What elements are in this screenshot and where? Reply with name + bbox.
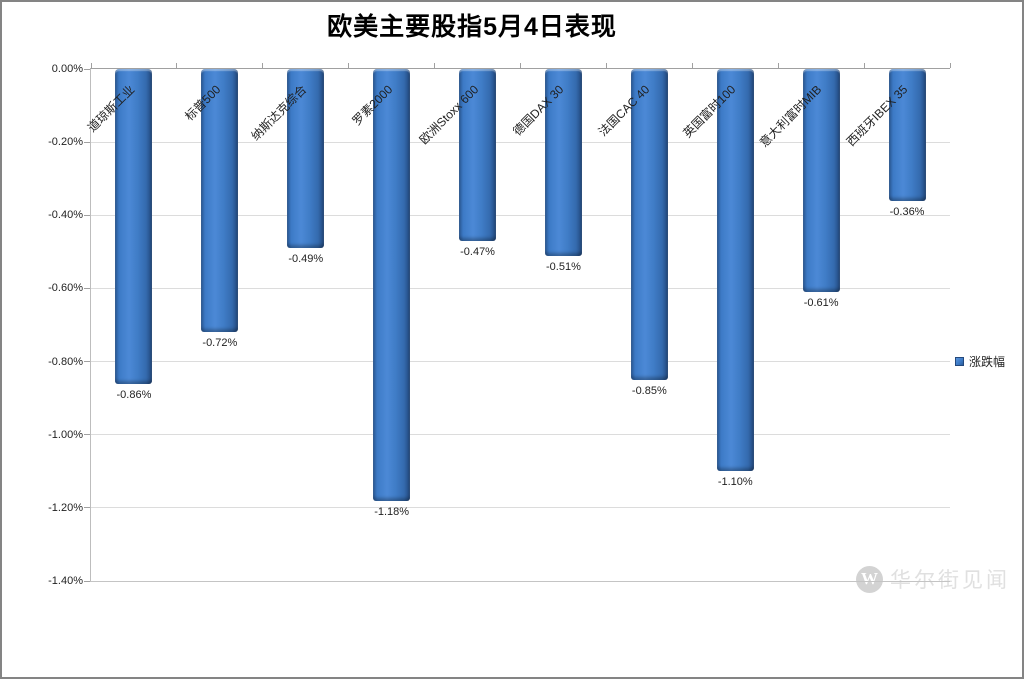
y-axis-tick (84, 68, 90, 70)
bar-value-label: -0.86% (116, 388, 152, 401)
watermark: W 华尔街见闻 (856, 564, 1010, 594)
bar (115, 69, 153, 384)
y-axis-tick-label: 0.00% (51, 63, 83, 75)
x-axis-tick (605, 63, 607, 68)
x-axis-tick (176, 63, 178, 68)
gridline (91, 214, 950, 216)
y-axis-tick (84, 141, 90, 143)
gridline (91, 287, 950, 289)
bar (287, 69, 325, 249)
bar (888, 69, 926, 201)
gridline (91, 507, 950, 509)
y-axis-tick (84, 287, 90, 289)
gridline (91, 141, 950, 143)
bar (373, 69, 411, 501)
y-axis-tick-label: -0.20% (48, 136, 83, 149)
y-axis-tick-label: -0.40% (48, 209, 83, 222)
bar-value-label: -1.10% (717, 476, 753, 489)
x-axis-tick (520, 63, 521, 68)
x-axis-tick (434, 63, 436, 68)
x-axis-tick (949, 63, 951, 68)
y-axis-tick-label: -1.20% (48, 501, 83, 514)
bar (544, 69, 582, 256)
legend-label: 涨跌幅 (969, 355, 1006, 369)
x-axis-tick (348, 63, 350, 68)
bar-value-label: -0.49% (288, 253, 324, 266)
y-axis-tick-label: -0.60% (48, 282, 83, 295)
y-axis-tick (84, 214, 90, 216)
bar-value-label: -0.72% (202, 337, 238, 350)
gridline (91, 434, 950, 436)
bar (459, 69, 497, 241)
x-axis-tick (863, 63, 865, 68)
y-axis-tick-label: -0.80% (48, 355, 83, 368)
y-axis-tick-label: -1.40% (48, 575, 83, 587)
bar-value-label: -0.36% (889, 205, 925, 218)
x-axis-tick (262, 63, 264, 68)
legend-marker-icon (955, 357, 964, 366)
bar-value-label: -0.47% (460, 245, 495, 258)
x-axis-tick (777, 63, 779, 68)
watermark-logo-icon: W (856, 565, 883, 593)
bar (716, 69, 754, 472)
watermark-text: 华尔街见闻 (890, 569, 1010, 592)
plot-area: 0.00% -0.20% -0.40% -0.60% -0.80% -1.00% -1.20… (48, 63, 951, 587)
bar-value-label: -1.18% (374, 505, 410, 518)
y-axis-tick-label: -1.00% (48, 428, 83, 441)
y-axis-tick (84, 434, 90, 436)
y-axis-tick (84, 580, 90, 582)
y-axis-tick (84, 361, 90, 363)
legend: 涨跌幅 (955, 353, 1005, 370)
chart-title: 欧美主要股指5月4日表现 (327, 13, 617, 41)
bar-value-label: -0.61% (803, 297, 839, 310)
gridline (91, 361, 950, 363)
bar-value-label: -0.51% (546, 260, 581, 273)
bar (630, 69, 668, 380)
bar-value-label: -0.85% (631, 384, 667, 397)
y-axis-tick (84, 507, 90, 509)
bar (201, 69, 239, 333)
x-axis-tick (691, 63, 693, 68)
x-axis-tick (90, 63, 92, 68)
bar (802, 69, 840, 293)
